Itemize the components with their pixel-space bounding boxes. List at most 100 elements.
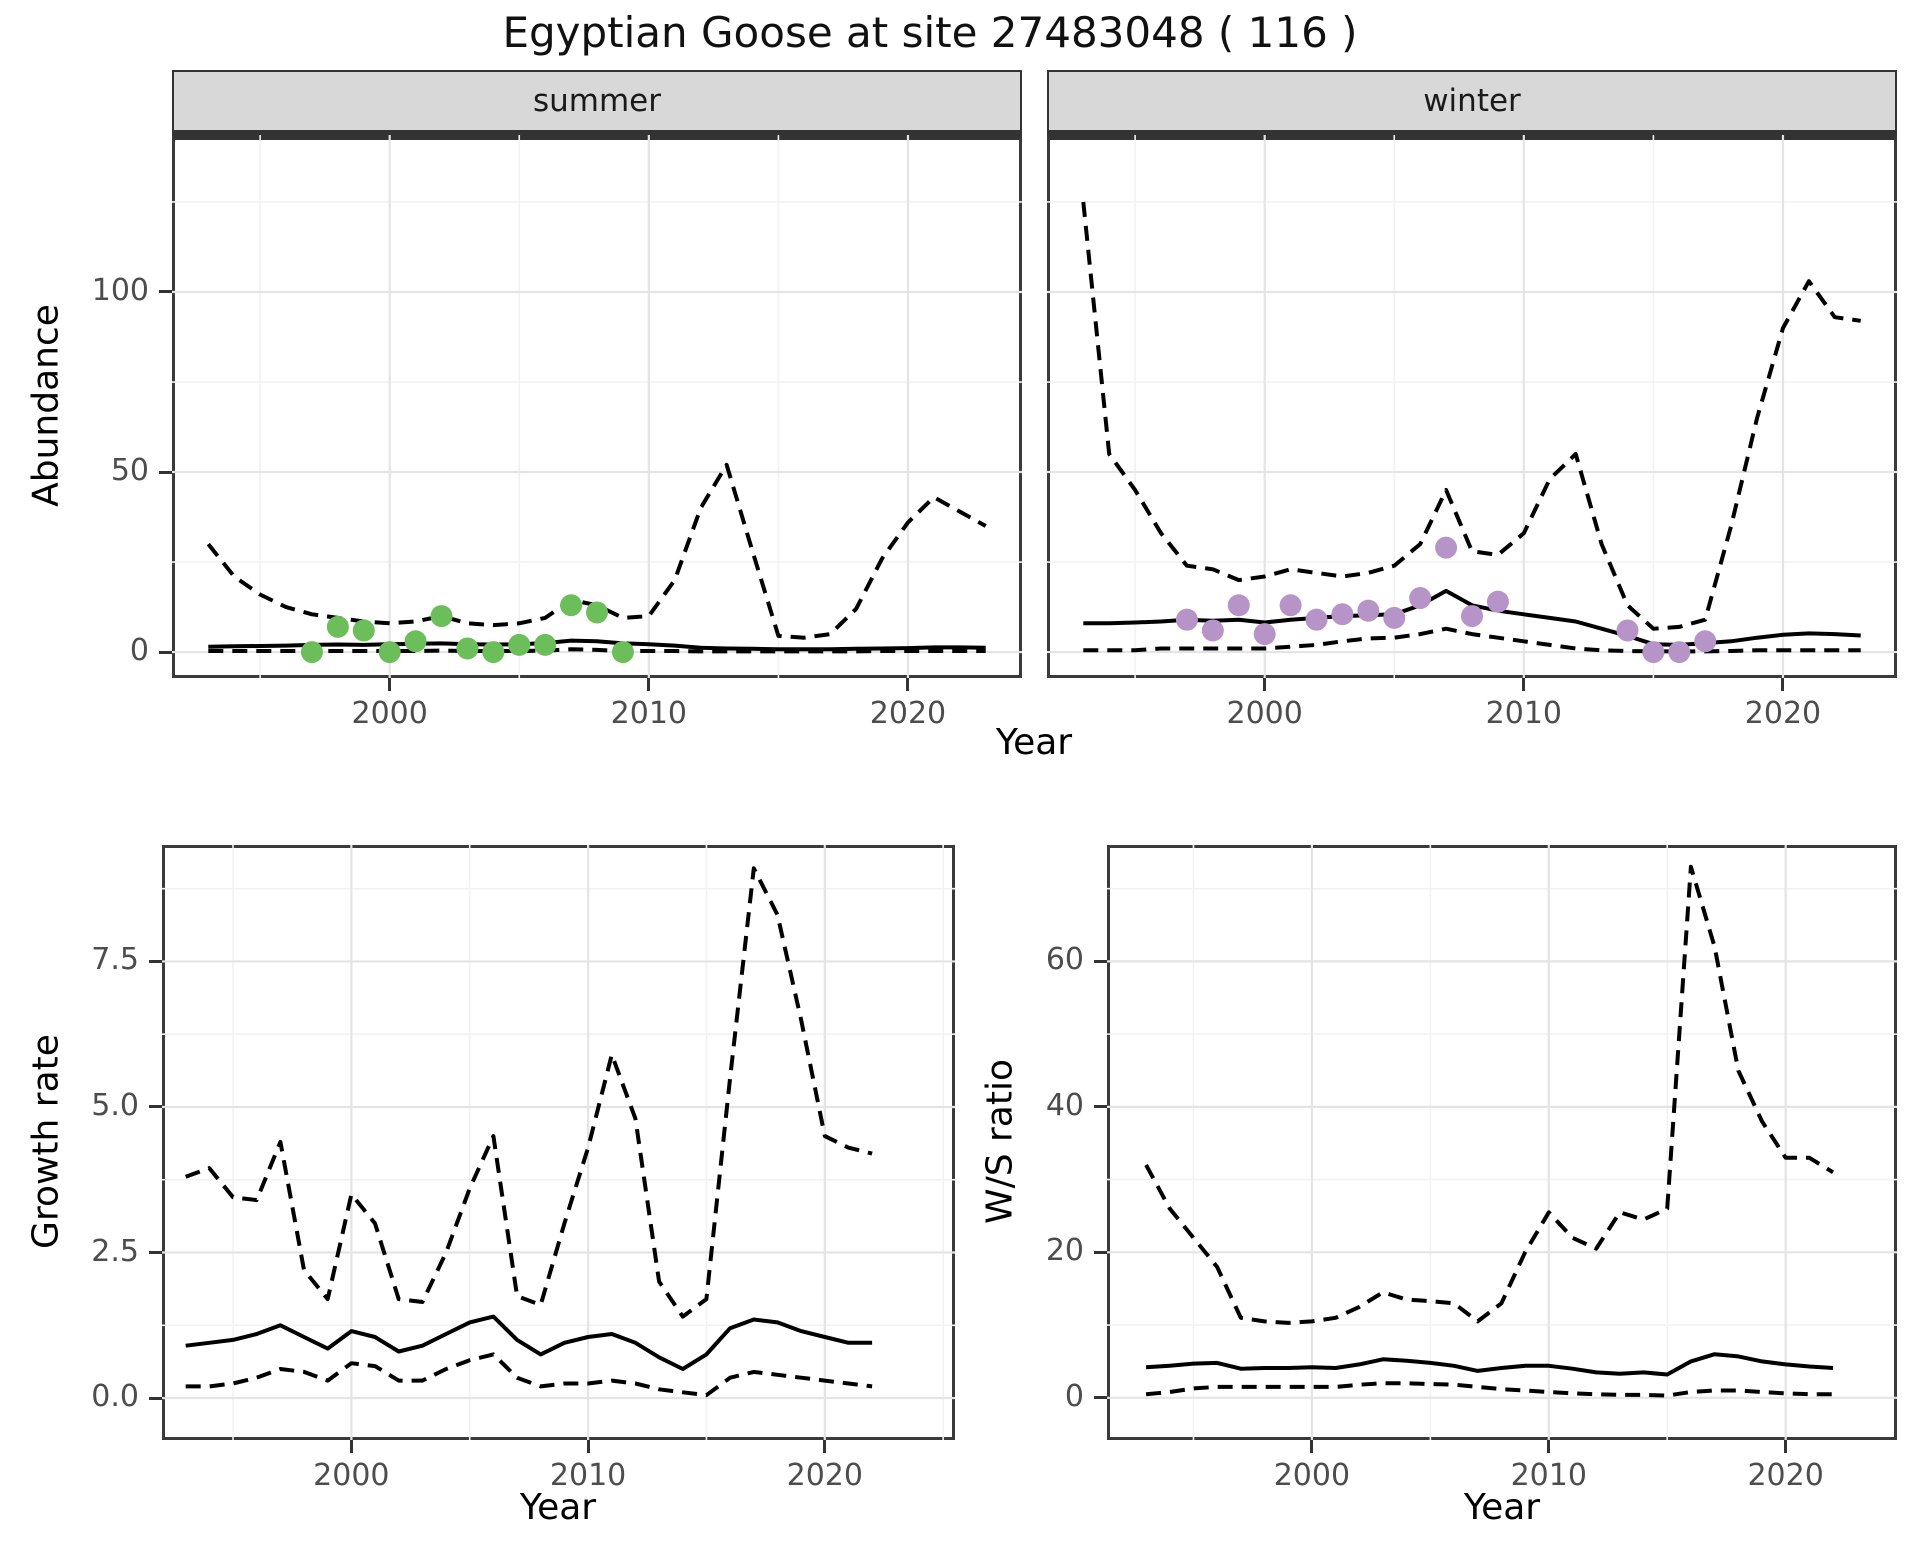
observed-summer-point — [326, 615, 349, 638]
observed-winter-point — [1668, 641, 1691, 664]
observed-winter-point — [1357, 599, 1380, 622]
observed-winter-point — [1175, 608, 1198, 631]
y-tick-label: 60 — [1045, 942, 1084, 978]
observed-winter-point — [1279, 594, 1302, 617]
x-tick-label: 2020 — [786, 1458, 863, 1493]
x-tick-mark — [823, 1440, 827, 1453]
panel-abundance-summer — [172, 135, 1022, 678]
x-tick-mark — [586, 1440, 590, 1453]
ws-ratio-lower_ci-line — [1145, 1381, 1833, 1398]
x-tick-mark — [349, 1440, 353, 1453]
growth-rate-fit-line — [185, 1314, 873, 1371]
y-tick-label: 2.5 — [91, 1233, 139, 1269]
y-tick-mark — [159, 470, 172, 474]
observed-winter-point — [1461, 605, 1483, 628]
x-tick-label: 2000 — [351, 696, 428, 731]
panel-ws-ratio — [1107, 845, 1897, 1440]
observed-winter-point — [1331, 603, 1354, 626]
x-tick-label: 2020 — [869, 696, 947, 731]
x-tick-mark — [906, 678, 910, 691]
y-tick-mark — [149, 1396, 162, 1400]
x-tick-label: 2010 — [1485, 696, 1562, 731]
x-axis-title-year-top: Year — [995, 722, 1073, 763]
y-tick-mark — [149, 959, 162, 963]
growth-rate-upper_ci-line — [185, 866, 873, 1319]
x-tick-mark — [388, 678, 392, 691]
observed-winter-point — [1435, 536, 1458, 559]
observed-winter-point — [1616, 619, 1639, 642]
y-tick-label: 0 — [1064, 1378, 1084, 1414]
observed-winter-point — [1486, 590, 1509, 613]
chart-abundance-winter — [1047, 135, 1897, 678]
chart-ws-ratio — [1107, 845, 1897, 1440]
x-tick-label: 2000 — [313, 1458, 390, 1493]
x-tick-mark — [1781, 678, 1785, 691]
chart-growth-rate — [162, 845, 955, 1440]
panel-abundance-winter — [1047, 135, 1897, 678]
facet-label-summer: summer — [532, 83, 661, 119]
x-tick-label: 2020 — [1747, 1458, 1824, 1493]
observed-summer-point — [404, 630, 427, 653]
x-tick-label: 2000 — [1226, 696, 1303, 731]
observed-summer-point — [482, 641, 505, 664]
x-tick-mark — [1263, 678, 1267, 691]
abundance-winter-lower_ci-line — [1083, 626, 1861, 654]
x-axis-title-year-ws: Year — [1463, 1487, 1541, 1528]
observed-winter-point — [1694, 630, 1717, 653]
y-tick-mark — [159, 650, 172, 654]
y-tick-label: 100 — [91, 272, 149, 308]
observed-winter-point — [1642, 641, 1665, 664]
y-tick-mark — [1094, 959, 1107, 963]
ws-ratio-upper_ci-line — [1144, 864, 1835, 1325]
x-tick-mark — [1522, 678, 1526, 691]
y-tick-mark — [149, 1251, 162, 1255]
y-tick-mark — [1094, 1396, 1107, 1400]
facet-strip-summer: summer — [172, 70, 1022, 135]
chart-abundance-summer — [172, 135, 1022, 678]
page-title: Egyptian Goose at site 27483048 ( 116 ) — [502, 8, 1358, 57]
observed-summer-point — [456, 637, 479, 660]
y-tick-mark — [159, 290, 172, 294]
observed-summer-point — [611, 641, 634, 664]
y-tick-mark — [1094, 1105, 1107, 1109]
observed-summer-point — [378, 641, 401, 664]
x-tick-mark — [1310, 1440, 1314, 1453]
x-tick-mark — [1547, 1440, 1551, 1453]
abundance-summer-fit-line — [208, 638, 986, 652]
y-tick-label: 20 — [1045, 1233, 1084, 1269]
y-tick-label: 50 — [110, 453, 149, 489]
x-axis-title-year-growth: Year — [519, 1487, 597, 1528]
abundance-summer-lower_ci-line — [208, 647, 986, 654]
observed-winter-point — [1305, 608, 1328, 631]
y-tick-mark — [1094, 1250, 1107, 1254]
y-tick-label: 7.5 — [91, 942, 139, 978]
x-tick-label: 2010 — [549, 1458, 627, 1493]
observed-summer-point — [586, 601, 608, 624]
observed-summer-point — [534, 633, 557, 656]
observed-winter-point — [1383, 606, 1406, 629]
abundance-winter-upper_ci-line — [1081, 201, 1861, 631]
x-tick-label: 2010 — [1510, 1458, 1587, 1493]
observed-summer-point — [300, 641, 323, 664]
x-tick-mark — [1784, 1440, 1788, 1453]
observed-winter-point — [1409, 587, 1432, 610]
observed-summer-point — [560, 594, 583, 617]
observed-summer-point — [508, 633, 531, 656]
panel-growth-rate — [162, 845, 955, 1440]
x-tick-label: 2000 — [1273, 1458, 1351, 1493]
y-tick-label: 0 — [129, 633, 149, 669]
growth-rate-lower_ci-line — [185, 1352, 873, 1398]
y-axis-title-abundance: Abundance — [25, 304, 67, 507]
y-tick-mark — [149, 1105, 162, 1109]
facet-label-winter: winter — [1423, 83, 1521, 119]
facet-strip-winter: winter — [1047, 70, 1897, 135]
observed-winter-point — [1253, 623, 1276, 646]
y-tick-label: 0.0 — [91, 1379, 139, 1415]
y-axis-title-ws-ratio: W/S ratio — [979, 1058, 1021, 1225]
observed-summer-point — [430, 605, 453, 628]
observed-winter-point — [1201, 619, 1224, 642]
observed-summer-point — [352, 619, 375, 642]
y-tick-label: 40 — [1045, 1087, 1084, 1123]
y-axis-title-growth-rate: Growth rate — [25, 1034, 67, 1249]
x-tick-mark — [647, 678, 651, 691]
